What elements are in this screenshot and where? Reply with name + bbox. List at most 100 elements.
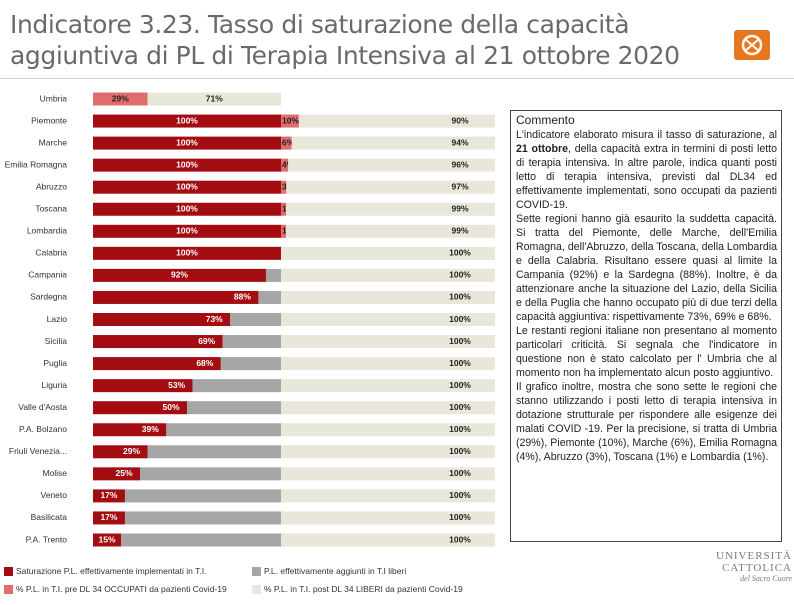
comment-box: Commento L'indicatore elaborato misura i…: [510, 110, 782, 542]
data-label-liberi-post: 100%: [449, 402, 471, 412]
legend-item-occupati-pre: % P.L. in T.I. pre DL 34 OCCUPATI da paz…: [4, 584, 252, 594]
bar-occupati-pre: [281, 180, 287, 194]
category-label: Sicilia: [45, 336, 67, 346]
bar-saturazione: [93, 379, 193, 393]
bar-aggiunti-liberi: [258, 290, 281, 304]
page-title: Indicatore 3.23. Tasso di saturazione de…: [10, 10, 680, 70]
data-label-liberi-post: 100%: [449, 446, 471, 456]
bar-saturazione: [93, 467, 140, 481]
bar-liberi-post: [281, 357, 495, 371]
legend-label: P.L. effettivamente aggiunti in T.I libe…: [264, 566, 407, 576]
bar-saturazione: [93, 401, 187, 415]
category-label: P.A. Trento: [26, 534, 68, 544]
chart-legend: Saturazione P.L. effettivamente implemen…: [4, 562, 504, 598]
comment-date: 21 ottobre: [516, 143, 569, 155]
data-label-saturazione: 17%: [100, 490, 117, 500]
bar-aggiunti-liberi: [140, 467, 281, 481]
legend-swatch: [4, 584, 13, 594]
data-label-liberi-post: 100%: [449, 248, 471, 258]
category-label: Valle d'Aosta: [18, 402, 67, 412]
data-label-saturazione: 100%: [176, 137, 198, 147]
data-label-saturazione: 17%: [100, 512, 117, 522]
legend-swatch: [4, 566, 13, 576]
bar-saturazione: [93, 290, 259, 304]
data-label-saturazione: 53%: [168, 380, 185, 390]
bar-aggiunti-liberi: [222, 335, 281, 349]
bar-liberi-post: [281, 423, 495, 437]
bar-saturazione: [93, 445, 148, 459]
data-label-liberi-post: 100%: [449, 270, 471, 280]
data-label-liberi-post: 99%: [451, 204, 468, 214]
comment-text: , della capacità extra in termini di pos…: [516, 143, 777, 211]
comment-paragraph: Sette regioni hanno già esaurito la sudd…: [516, 213, 777, 323]
data-label-saturazione: 100%: [176, 181, 198, 191]
category-label: Sardegna: [30, 292, 67, 302]
bar-aggiunti-liberi: [187, 401, 281, 415]
legend-item-aggiunti-liberi: P.L. effettivamente aggiunti in T.I libe…: [252, 566, 406, 576]
data-label-liberi-post: 97%: [451, 181, 468, 191]
data-label-liberi-post: 71%: [206, 93, 223, 103]
bar-saturazione: [93, 313, 231, 326]
comment-text: L'indicatore elaborato misura il tasso d…: [516, 129, 777, 141]
university-name-line1: UNIVERSITÀ: [716, 550, 792, 562]
data-label-liberi-post: 90%: [451, 115, 468, 125]
bar-liberi-post: [281, 445, 495, 459]
data-label-liberi-post: 100%: [449, 314, 471, 324]
bar-aggiunti-liberi: [147, 445, 281, 459]
legend-label: % P.L. in T.I. pre DL 34 OCCUPATI da paz…: [16, 584, 227, 594]
bar-aggiunti-liberi: [230, 313, 281, 326]
bar-liberi-post: [286, 224, 495, 238]
data-label-saturazione: 69%: [198, 336, 215, 346]
data-label-saturazione: 15%: [98, 534, 115, 544]
bar-liberi-post: [281, 379, 495, 393]
data-label-saturazione: 88%: [234, 292, 251, 302]
data-label-liberi-post: 100%: [449, 512, 471, 522]
bar-liberi-post: [288, 158, 495, 172]
bar-liberi-post: [291, 136, 495, 150]
bar-occupati-pre: [281, 202, 286, 216]
data-label-liberi-post: 100%: [449, 534, 471, 544]
bar-occupati-pre: [281, 114, 299, 128]
data-label-liberi-post: 100%: [449, 490, 471, 500]
comment-title: Commento: [516, 113, 575, 127]
data-label-liberi-post: 96%: [451, 159, 468, 169]
bar-saturazione: [93, 511, 125, 525]
data-label-saturazione: 50%: [162, 402, 179, 412]
legend-item-saturazione: Saturazione P.L. effettivamente implemen…: [4, 566, 252, 576]
bar-saturazione: [93, 533, 122, 547]
bar-saturazione: [93, 489, 125, 503]
category-label: Umbria: [40, 93, 68, 103]
data-label-saturazione: 100%: [176, 159, 198, 169]
legend-label: % P.L. in T.I. post DL 34 LIBERI da pazi…: [264, 584, 463, 594]
title-divider: [0, 78, 794, 79]
university-name-line2: CATTOLICA: [722, 562, 792, 574]
bar-liberi-post: [281, 268, 495, 282]
altems-logo-icon: [734, 30, 770, 60]
bar-liberi-post: [281, 246, 495, 260]
category-label: Toscana: [35, 204, 67, 214]
legend-item-liberi-post: % P.L. in T.I. post DL 34 LIBERI da pazi…: [252, 584, 463, 594]
bar-aggiunti-liberi: [220, 357, 281, 371]
data-label-liberi-post: 94%: [451, 137, 468, 147]
bar-liberi-post: [281, 290, 495, 304]
data-label-liberi-post: 100%: [449, 292, 471, 302]
category-label: Piemonte: [31, 115, 67, 125]
bar-liberi-post: [281, 511, 495, 525]
bar-aggiunti-liberi: [265, 268, 281, 282]
university-logo: UNIVERSITÀ CATTOLICA del Sacro Cuore: [700, 550, 792, 584]
bar-occupati-pre: [281, 136, 292, 150]
data-label-occupati-pre: 10%: [282, 115, 299, 125]
bar-occupati-pre: [281, 158, 289, 172]
data-label-saturazione: 92%: [171, 270, 188, 280]
stacked-bar-chart: Umbria 29% 71% Piemonte 100% 10% 90% Marche 100%…: [5, 92, 495, 547]
bar-saturazione: [93, 136, 281, 150]
data-label-saturazione: 29%: [123, 446, 140, 456]
comment-paragraph: Il grafico inoltre, mostra che sono sett…: [516, 381, 777, 463]
bar-liberi-post: [281, 489, 495, 503]
bar-saturazione: [93, 180, 281, 194]
bar-liberi-post: [281, 401, 495, 415]
data-label-liberi-post: 100%: [449, 424, 471, 434]
bar-saturazione: [93, 158, 281, 172]
category-label: Campania: [28, 270, 67, 280]
data-label-liberi-post: 100%: [449, 380, 471, 390]
